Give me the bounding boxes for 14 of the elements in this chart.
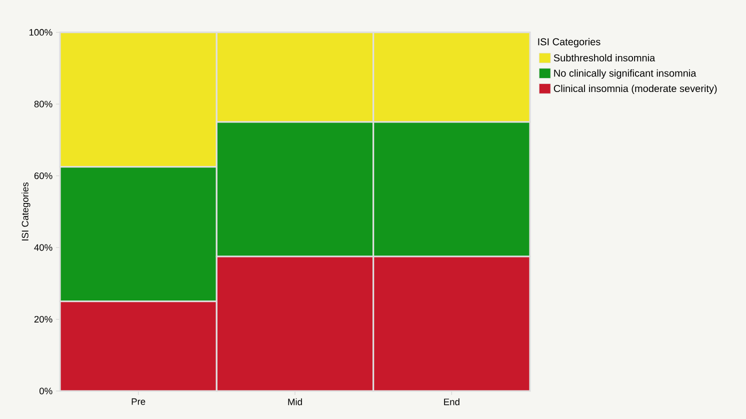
legend-label: Clinical insomnia (moderate severity) [554,84,717,94]
y-tick-label: 0% [39,388,52,394]
x-tick-label: End [444,398,460,406]
y-tick-label: 60% [34,172,52,180]
x-tick-label: Mid [288,398,302,406]
legend-label: No clinically significant insomnia [554,69,696,79]
y-tick-label: 40% [34,244,52,251]
y-tick-label: 80% [34,100,52,108]
legend-title: ISI Categories [538,38,600,48]
y-axis-title: ISI Categories [22,182,30,240]
y-tick-label: 100% [29,29,52,36]
y-tick-label: 20% [34,316,52,323]
legend-label: Subthreshold insomnia [554,54,656,62]
x-tick-label: Pre [132,398,146,405]
